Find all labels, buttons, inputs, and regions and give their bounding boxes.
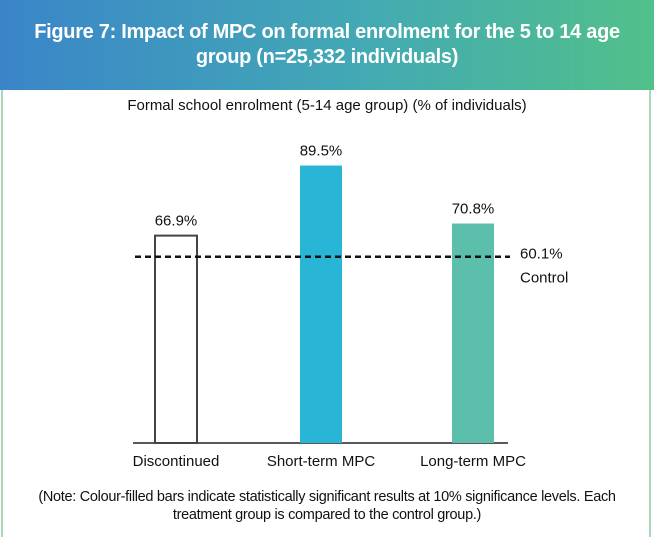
value-label: 70.8%: [452, 200, 495, 217]
note: (Note: Colour-filled bars indicate stati…: [38, 489, 616, 523]
value-label: 66.9%: [155, 213, 198, 230]
control-value-label: 60.1%: [520, 246, 563, 263]
x-tick-label: Discontinued: [133, 453, 220, 470]
bar: [300, 165, 342, 444]
value-label: 89.5%: [300, 143, 343, 160]
bar: [452, 223, 494, 443]
frame: [1, 90, 651, 537]
x-tick-label: Short-term MPC: [267, 453, 376, 470]
chart-title: Figure 7: Impact of MPC on formal enrolm…: [34, 21, 620, 68]
control-name: Control: [520, 270, 568, 287]
chart-subtitle: Formal school enrolment (5-14 age group)…: [127, 97, 526, 114]
x-tick-label: Long-term MPC: [420, 453, 526, 470]
bar: [154, 234, 198, 444]
header-banner: Figure 7: Impact of MPC on formal enrolm…: [0, 0, 654, 90]
